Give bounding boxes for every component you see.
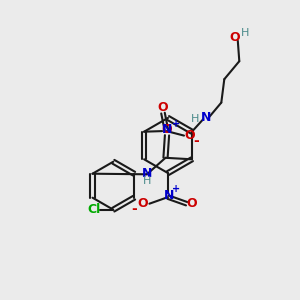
Text: N: N	[162, 123, 172, 136]
Text: O: O	[162, 123, 172, 136]
Text: N: N	[201, 111, 211, 124]
Text: +: +	[172, 118, 180, 129]
Text: -: -	[194, 134, 200, 148]
Text: N: N	[142, 167, 152, 180]
Text: O: O	[184, 129, 195, 142]
Text: Cl: Cl	[88, 203, 101, 216]
Text: +: +	[172, 184, 181, 194]
Text: O: O	[137, 197, 148, 210]
Text: O: O	[187, 197, 197, 210]
Text: H: H	[143, 176, 151, 186]
Text: O: O	[229, 31, 239, 44]
Text: H: H	[241, 28, 250, 38]
Text: H: H	[191, 114, 199, 124]
Text: O: O	[158, 101, 168, 114]
Text: -: -	[131, 202, 137, 216]
Text: N: N	[164, 189, 174, 202]
